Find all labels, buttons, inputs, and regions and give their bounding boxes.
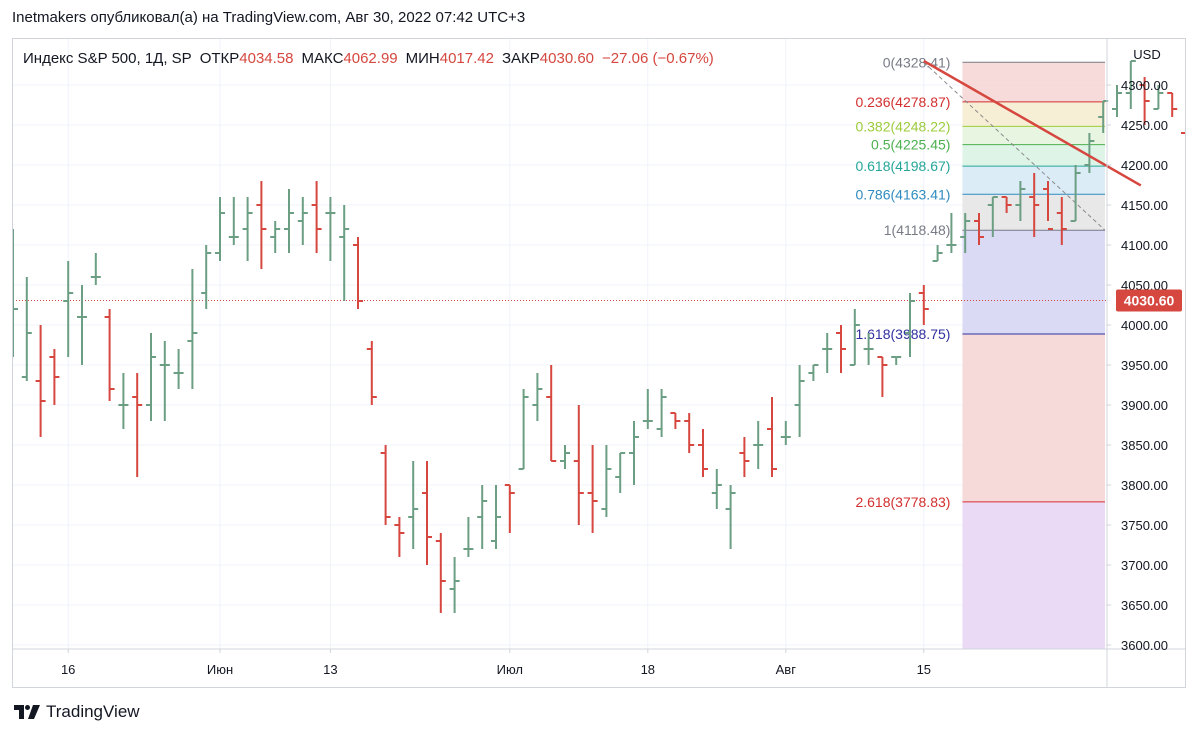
fib-zone-0: [962, 62, 1105, 102]
price-chart[interactable]: 0(4328.41) 0.236(4278.87) 0.382(4248.22) 0.…: [13, 39, 1185, 687]
legend-open-label: ОТКР: [200, 50, 240, 67]
y-tick-label: 3800.00: [1121, 478, 1168, 493]
legend-high-value: 4062.99: [343, 50, 397, 67]
fib-level-label: 0(4328.41): [883, 54, 951, 70]
x-tick-label: 15: [917, 662, 931, 677]
fib-zone-2: [962, 126, 1105, 145]
y-tick-label: 4300.00: [1121, 78, 1168, 93]
y-tick-label: 4000.00: [1121, 318, 1168, 333]
legend-low-value: 4017.42: [440, 50, 494, 67]
x-tick-label: Авг: [776, 662, 797, 677]
x-tick-label: Июл: [497, 662, 523, 677]
last-price-label: 4030.60: [1124, 293, 1175, 309]
y-tick-label: 4250.00: [1121, 118, 1168, 133]
x-tick-label: Июн: [207, 662, 233, 677]
trend-line: [923, 59, 1142, 187]
legend-open-value: 4034.58: [239, 50, 293, 67]
legend-high-label: МАКС: [302, 50, 344, 67]
y-tick-label: 4100.00: [1121, 238, 1168, 253]
last-price-tag: [1116, 289, 1182, 312]
fib-level-label: 0.786(4163.41): [855, 186, 950, 202]
y-tick-label: 4150.00: [1121, 198, 1168, 213]
legend-close-label: ЗАКР: [502, 50, 540, 67]
fib-zone-3: [962, 144, 1105, 167]
fib-level-label: 1(4118.48): [884, 222, 951, 238]
fib-level-label: 0.618(4198.67): [855, 158, 950, 174]
fib-level-label: 0.382(4248.22): [855, 118, 950, 134]
fib-level-label: 2.618(3778.83): [855, 494, 950, 510]
y-tick-label: 3950.00: [1121, 358, 1168, 373]
legend-close-value: 4030.60: [540, 50, 594, 67]
chart-panel[interactable]: 0(4328.41) 0.236(4278.87) 0.382(4248.22) 0.…: [12, 38, 1186, 688]
y-tick-label: 3900.00: [1121, 398, 1168, 413]
fib-level-label: 1.618(3988.75): [855, 326, 950, 342]
fib-zone-7: [962, 334, 1105, 502]
fib-level-label: 0.236(4278.87): [855, 94, 950, 110]
y-tick-label: 3650.00: [1121, 598, 1168, 613]
y-tick-label: 4200.00: [1121, 158, 1168, 173]
legend-change-value: −27.06 (−0.67%): [602, 50, 714, 67]
fib-zone-6: [962, 230, 1105, 334]
tradingview-logo[interactable]: TradingView: [14, 702, 140, 722]
fib-zone-1: [962, 101, 1105, 127]
x-tick-label: 16: [61, 662, 75, 677]
price-axis-currency: USD: [1133, 47, 1160, 62]
y-tick-label: 3850.00: [1121, 438, 1168, 453]
ohlc-legend: Индекс S&P 500, 1Д, SP ОТКР4034.58 МАКС406…: [23, 50, 714, 67]
y-tick-label: 3600.00: [1121, 638, 1168, 653]
tradingview-logo-text: TradingView: [46, 702, 140, 721]
fib-zone-8: [962, 501, 1105, 649]
publication-header: Inetmakers опубликовал(а) на TradingView…: [12, 9, 526, 26]
y-tick-label: 3750.00: [1121, 518, 1168, 533]
legend-low-label: МИН: [406, 50, 440, 67]
fib-level-label: 0.5(4225.45): [871, 137, 950, 153]
y-tick-label: 3700.00: [1121, 558, 1168, 573]
tradingview-logo-icon: [14, 705, 40, 719]
x-tick-label: 18: [641, 662, 655, 677]
y-tick-label: 4050.00: [1121, 278, 1168, 293]
x-tick-label: 13: [323, 662, 337, 677]
legend-symbol-label: Индекс S&P 500, 1Д, SP: [23, 50, 192, 67]
